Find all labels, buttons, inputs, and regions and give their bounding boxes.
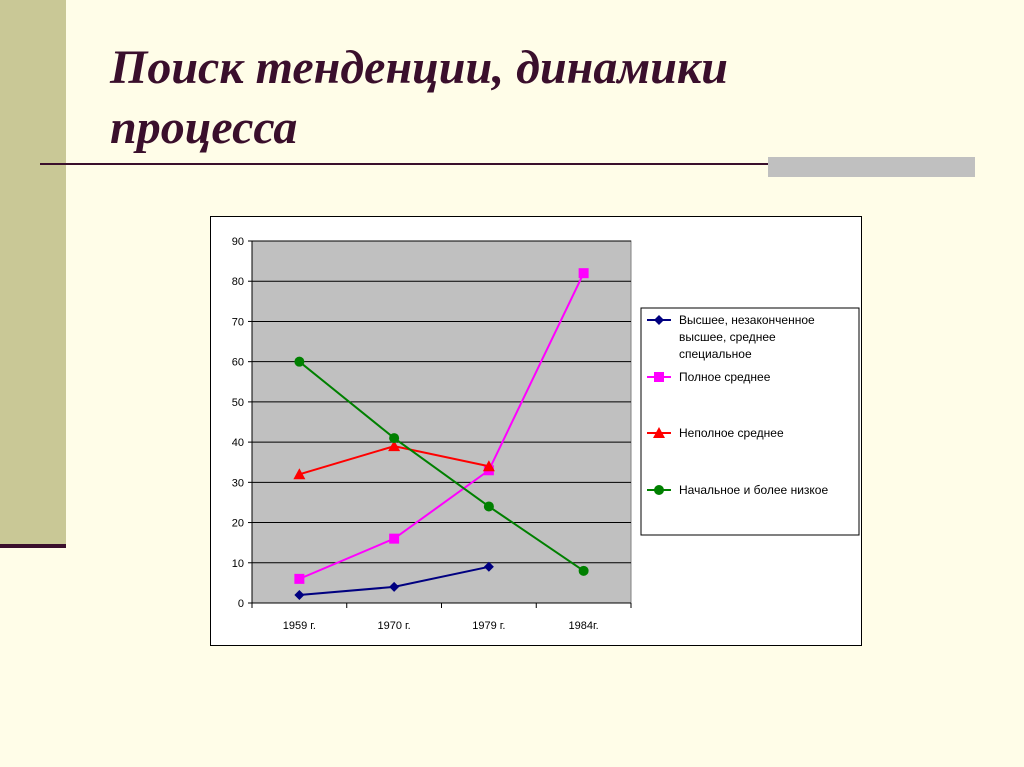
data-point-series-1	[483, 561, 494, 572]
data-point-series-4	[578, 565, 589, 576]
y-tick-label: 40	[232, 437, 244, 449]
y-tick-label: 20	[232, 518, 244, 530]
series-line-4	[298, 360, 585, 572]
y-tick-label: 10	[232, 558, 244, 570]
data-point-series-4	[389, 433, 400, 444]
x-tick-label: 1970 г.	[377, 620, 410, 632]
data-point-series-1	[294, 589, 305, 600]
legend-entry: Начальное и более низкое	[679, 483, 828, 497]
data-point-series-2	[389, 533, 400, 544]
y-tick-label: 30	[232, 477, 244, 489]
plot-area	[251, 240, 632, 604]
x-tick-label: 1984г.	[569, 620, 599, 632]
legend-swatch-marker	[654, 315, 664, 325]
y-tick-label: 90	[232, 236, 244, 248]
data-point-series-1	[389, 581, 400, 592]
title-rule	[40, 163, 975, 165]
left-decor-band	[0, 0, 66, 546]
y-tick-label: 60	[232, 357, 244, 369]
data-point-series-2	[294, 573, 305, 584]
legend-entry: Высшее, незаконченное	[679, 313, 815, 327]
x-tick-label: 1959 г.	[283, 620, 316, 632]
legend-swatch-marker	[654, 485, 664, 495]
legend-entry: Полное среднее	[679, 370, 771, 384]
x-tick-label: 1979 г.	[472, 620, 505, 632]
data-point-series-4	[483, 501, 494, 512]
chart-frame: 0 10 20 30 40 50 60 70 80 90 1959 г. 1970 г. 1979 г.…	[210, 216, 862, 646]
title-rule-accent	[768, 157, 975, 177]
data-point-series-2	[578, 268, 589, 279]
data-point-series-3	[293, 468, 306, 480]
y-tick-label: 0	[238, 598, 244, 610]
line-chart: 0 10 20 30 40 50 60 70 80 90 1959 г. 1970 г. 1979 г.…	[232, 236, 860, 632]
legend-box	[640, 307, 860, 536]
data-point-series-3	[482, 460, 495, 472]
y-tick-label: 80	[232, 276, 244, 288]
legend-swatch-marker	[653, 427, 665, 438]
data-point-series-3	[388, 440, 401, 452]
left-decor-line	[0, 544, 66, 548]
y-tick-label: 50	[232, 397, 244, 409]
legend-swatch-marker	[654, 372, 664, 382]
title-line-1: Поиск тенденции, динамики	[110, 41, 728, 94]
slide-title: Поиск тенденции, динамики процесса	[110, 38, 910, 158]
title-line-2: процесса	[110, 101, 298, 154]
y-tick-label: 70	[232, 316, 244, 328]
data-point-series-4	[294, 356, 305, 367]
legend-entry: Неполное среднее	[679, 426, 784, 440]
legend-entry: специальное	[679, 347, 752, 361]
series-line-2	[298, 272, 585, 580]
legend-entry: высшее, среднее	[679, 330, 776, 344]
